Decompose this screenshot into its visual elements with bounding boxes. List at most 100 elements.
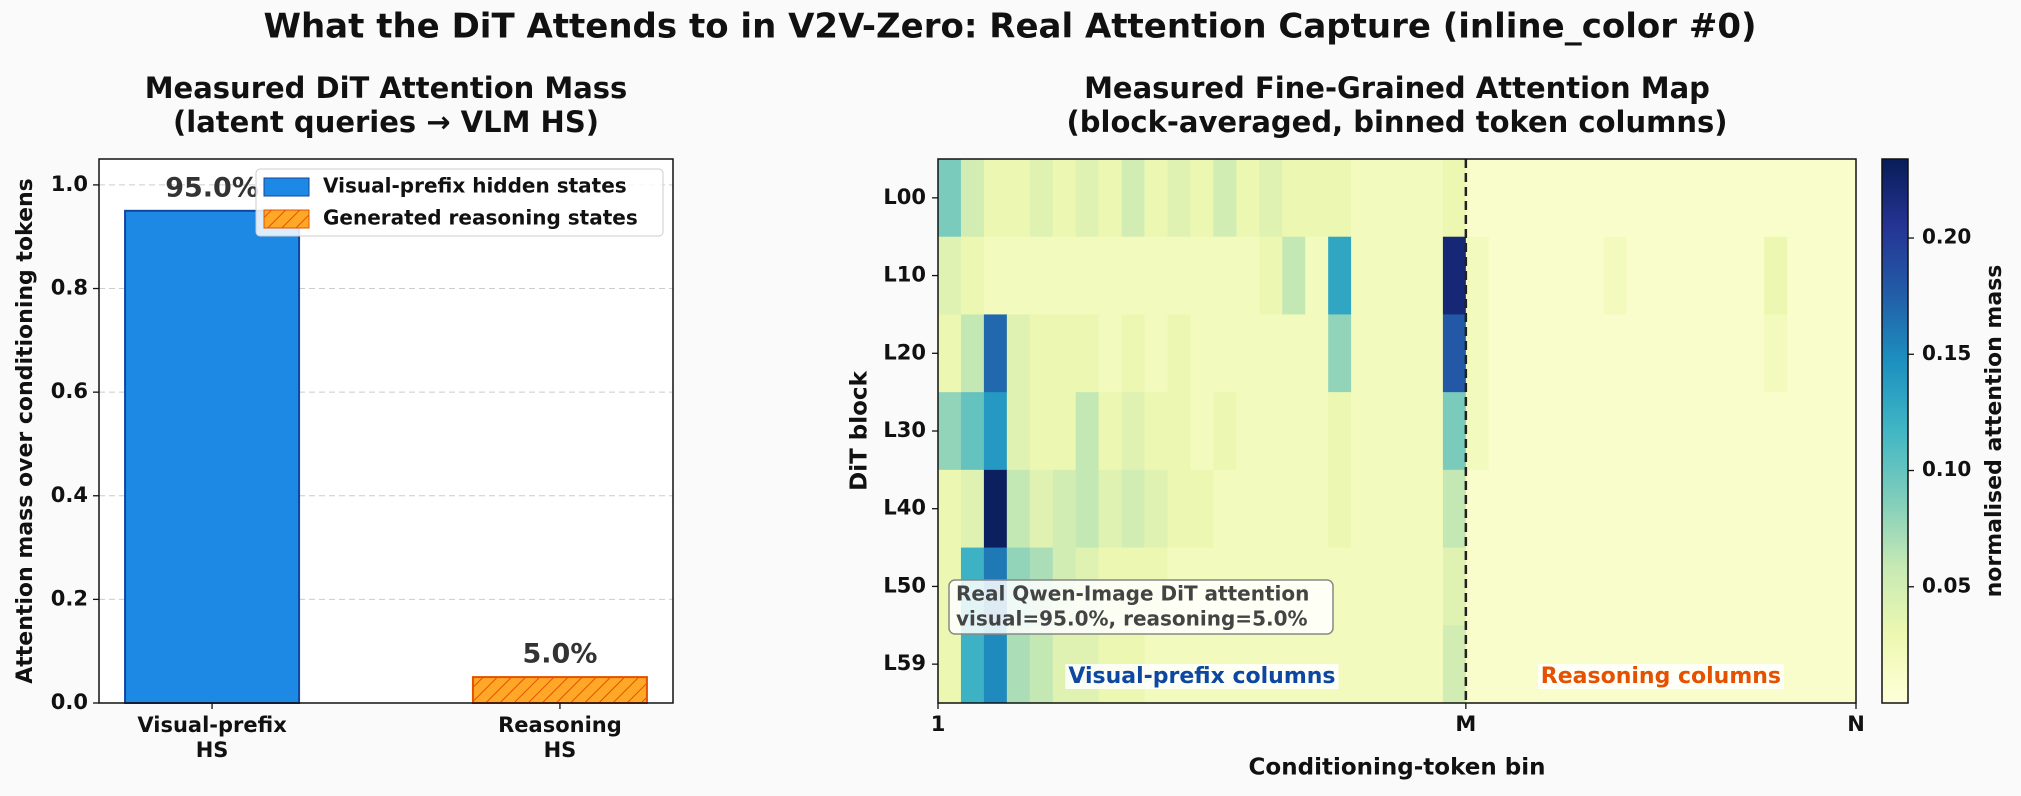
annotation-text: Real Qwen-Image DiT attention bbox=[956, 582, 1309, 606]
heatmap-cell bbox=[1741, 159, 1765, 238]
heatmap-cell bbox=[1075, 392, 1100, 471]
heatmap-cell bbox=[1167, 236, 1191, 315]
region-label: Visual-prefix columns bbox=[1068, 664, 1335, 689]
heatmap-cell bbox=[1764, 469, 1788, 549]
heatmap-cell bbox=[1213, 236, 1237, 315]
subplot-title: (latent queries → VLM HS) bbox=[173, 105, 599, 139]
heatmap-cell bbox=[960, 392, 985, 471]
region-label: Reasoning columns bbox=[1541, 664, 1781, 689]
heatmap-cell bbox=[1695, 547, 1719, 626]
heatmap-cell bbox=[1098, 392, 1123, 471]
heatmap-cell bbox=[1534, 314, 1559, 393]
heatmap-cell bbox=[1006, 314, 1031, 393]
heatmap-cell bbox=[1741, 314, 1765, 393]
heatmap-cell bbox=[1787, 159, 1811, 238]
subplot-title: Measured Fine-Grained Attention Map bbox=[1084, 71, 1710, 105]
heatmap-cell bbox=[1006, 625, 1031, 704]
heatmap-cell bbox=[1672, 236, 1696, 315]
colorbar bbox=[1881, 158, 1909, 704]
heatmap-cell bbox=[1833, 625, 1857, 704]
heatmap-cell bbox=[1649, 314, 1673, 393]
heatmap-cell bbox=[1006, 159, 1031, 238]
heatmap-cell bbox=[1580, 159, 1605, 238]
heatmap-cell bbox=[1465, 547, 1490, 626]
heatmap-cell bbox=[1511, 625, 1536, 704]
region-label-bg bbox=[1065, 664, 1339, 689]
heatmap-cell bbox=[1833, 236, 1857, 315]
heatmap-cell bbox=[1718, 547, 1742, 626]
heatmap-cell bbox=[1718, 314, 1742, 393]
heatmap-cell bbox=[1374, 469, 1398, 549]
heatmap-cell bbox=[1557, 236, 1582, 315]
heatmap-cell bbox=[1442, 314, 1467, 393]
heatmap-cell bbox=[1511, 547, 1536, 626]
annotation-box bbox=[948, 579, 1334, 635]
heatmap-cell bbox=[938, 236, 962, 315]
colorbar-tick-label: 0.10 bbox=[1922, 457, 1971, 481]
heatmap-cell bbox=[1465, 392, 1490, 471]
heatmap-cell bbox=[1511, 392, 1536, 471]
heatmap-cell bbox=[1328, 547, 1352, 626]
bar-value-label: 95.0% bbox=[165, 172, 259, 203]
heatmap-cell bbox=[1419, 236, 1444, 315]
heatmap-cell bbox=[1328, 469, 1352, 549]
heatmap-cell bbox=[960, 236, 985, 315]
heatmap-cell bbox=[1213, 314, 1237, 393]
heatmap-cell bbox=[1511, 469, 1536, 549]
heatmap-cell bbox=[960, 625, 985, 704]
heatmap-cell bbox=[1029, 625, 1054, 704]
heatmap-cell bbox=[938, 159, 962, 238]
heatmap-cell bbox=[1672, 547, 1696, 626]
heatmap-cell bbox=[1259, 392, 1283, 471]
heatmap-cell bbox=[960, 159, 985, 238]
heatmap-cell bbox=[1649, 547, 1673, 626]
heatmap-cell bbox=[1511, 236, 1536, 315]
heatmap-cell bbox=[1098, 236, 1123, 315]
heatmap-cell bbox=[1029, 236, 1054, 315]
heatmap-cell bbox=[1810, 469, 1834, 549]
heatmap-cell bbox=[1488, 236, 1513, 315]
heatmap-cell bbox=[1121, 159, 1146, 238]
heatmap-cell bbox=[1167, 469, 1191, 549]
heatmap-cell bbox=[1121, 469, 1146, 549]
heatmap-cell bbox=[983, 159, 1008, 238]
heatmap-cell bbox=[1603, 236, 1627, 315]
heatmap-cell bbox=[1442, 625, 1467, 704]
y-axis-label: DiT block bbox=[847, 370, 873, 490]
y-tick-label: L10 bbox=[883, 263, 926, 287]
heatmap-cell bbox=[1397, 159, 1421, 238]
heatmap-cell bbox=[1833, 159, 1857, 238]
heatmap-cell bbox=[1190, 236, 1214, 315]
y-tick-label: L30 bbox=[883, 418, 926, 442]
heatmap-cell bbox=[1534, 469, 1559, 549]
heatmap-cell bbox=[1328, 314, 1352, 393]
heatmap-cell bbox=[1374, 236, 1398, 315]
heatmap-cell bbox=[1419, 547, 1444, 626]
heatmap-cell bbox=[1787, 547, 1811, 626]
heatmap-cell bbox=[1580, 314, 1605, 393]
heatmap-cell bbox=[1121, 392, 1146, 471]
x-tick-label: HS bbox=[544, 738, 577, 762]
heatmap-cell bbox=[1351, 469, 1375, 549]
heatmap-cell bbox=[1465, 314, 1490, 393]
y-tick-label: 0.4 bbox=[51, 483, 88, 507]
heatmap-cell bbox=[1534, 159, 1559, 238]
heatmap-cell bbox=[1029, 159, 1054, 238]
axes-frame bbox=[98, 158, 674, 704]
x-tick-label: 1 bbox=[931, 712, 946, 736]
heatmap-cell bbox=[1075, 159, 1100, 238]
heatmap-cell bbox=[1419, 625, 1444, 704]
heatmap-cell bbox=[960, 469, 985, 549]
heatmap-cell bbox=[1787, 314, 1811, 393]
colorbar-tick-label: 0.05 bbox=[1922, 573, 1971, 597]
heatmap-cell bbox=[1672, 469, 1696, 549]
heatmap-cell bbox=[1488, 392, 1513, 471]
heatmap-cell bbox=[1833, 314, 1857, 393]
x-tick-label: Reasoning bbox=[498, 713, 622, 737]
heatmap-cell bbox=[1236, 314, 1260, 393]
heatmap-cell bbox=[1259, 159, 1283, 238]
heatmap-cell bbox=[1305, 236, 1329, 315]
heatmap-cell bbox=[983, 236, 1008, 315]
subplot-title: (block-averaged, binned token columns) bbox=[1067, 105, 1728, 139]
heatmap-cell bbox=[938, 314, 962, 393]
